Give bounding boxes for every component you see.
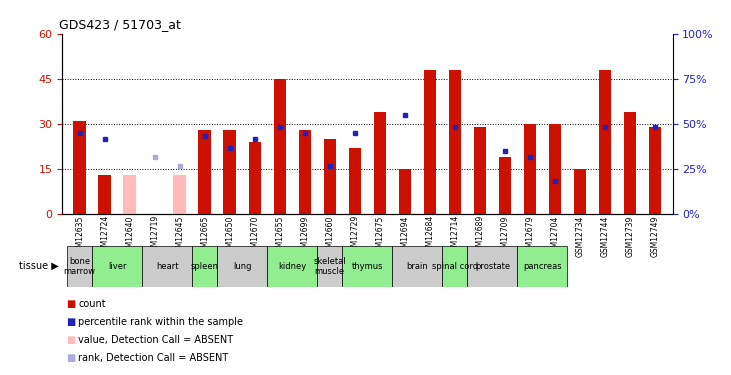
Text: ■: ■ [66, 317, 75, 327]
Bar [273, 79, 286, 214]
Text: lung: lung [233, 262, 251, 271]
Bar [224, 130, 236, 214]
Bar [268, 246, 317, 287]
Bar [249, 142, 261, 214]
Text: count: count [78, 299, 106, 309]
Text: pancreas: pancreas [523, 262, 561, 271]
Bar [342, 246, 393, 287]
Bar [442, 246, 467, 287]
Bar [199, 130, 211, 214]
Bar [599, 70, 611, 214]
Text: tissue ▶: tissue ▶ [19, 261, 58, 271]
Bar [92, 246, 143, 287]
Bar [99, 175, 111, 214]
Text: skeletal
muscle: skeletal muscle [314, 256, 346, 276]
Bar [574, 169, 586, 214]
Text: spleen: spleen [191, 262, 219, 271]
Text: rank, Detection Call = ABSENT: rank, Detection Call = ABSENT [78, 353, 229, 363]
Bar [124, 175, 136, 214]
Text: ■: ■ [66, 335, 75, 345]
Bar [73, 121, 86, 214]
Bar [324, 139, 336, 214]
Text: value, Detection Call = ABSENT: value, Detection Call = ABSENT [78, 335, 233, 345]
Text: GDS423 / 51703_at: GDS423 / 51703_at [59, 18, 181, 31]
Text: ■: ■ [66, 299, 75, 309]
Bar [518, 246, 567, 287]
Text: spinal cord: spinal cord [432, 262, 478, 271]
Bar [173, 175, 186, 214]
Bar [549, 124, 561, 214]
Bar [217, 246, 268, 287]
Bar [523, 124, 536, 214]
Text: liver: liver [108, 262, 126, 271]
Bar [624, 112, 636, 214]
Text: brain: brain [406, 262, 428, 271]
Bar [398, 169, 411, 214]
Bar [449, 70, 461, 214]
Bar [349, 148, 361, 214]
Bar [499, 157, 511, 214]
Text: thymus: thymus [352, 262, 383, 271]
Text: ■: ■ [66, 353, 75, 363]
Bar [374, 112, 386, 214]
Bar [143, 246, 192, 287]
Text: kidney: kidney [279, 262, 306, 271]
Bar [467, 246, 518, 287]
Text: prostate: prostate [475, 262, 510, 271]
Text: heart: heart [156, 262, 178, 271]
Text: bone
marrow: bone marrow [64, 256, 96, 276]
Bar [298, 130, 311, 214]
Bar [393, 246, 442, 287]
Bar [474, 127, 486, 214]
Text: percentile rank within the sample: percentile rank within the sample [78, 317, 243, 327]
Bar [192, 246, 217, 287]
Bar [423, 70, 436, 214]
Bar [67, 246, 92, 287]
Bar [317, 246, 342, 287]
Bar [648, 127, 662, 214]
